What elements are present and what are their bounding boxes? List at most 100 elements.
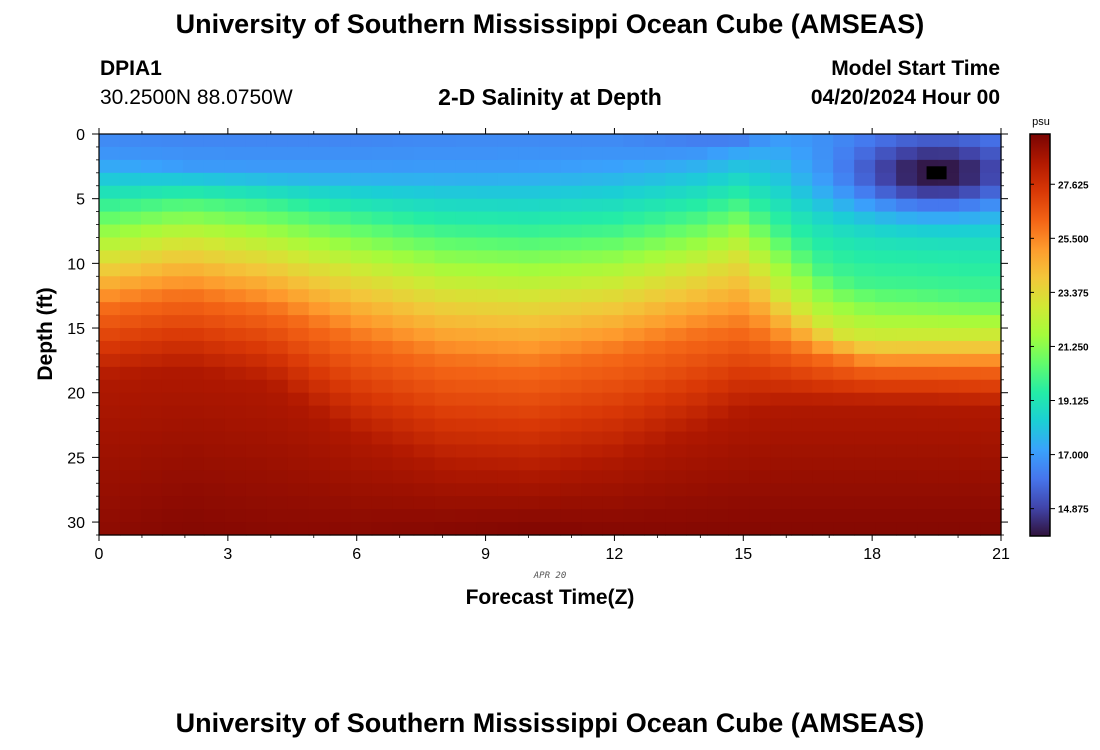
heatmap-cell [203,431,226,446]
heatmap-cell [854,146,876,161]
heatmap-cell [791,444,813,458]
heatmap-cell [287,366,310,381]
heatmap-cell [434,328,457,342]
heatmap-cell [119,522,142,536]
heatmap-cell [644,522,666,536]
heatmap-cell [791,431,813,446]
heatmap-cell [476,198,499,213]
heatmap-cell [329,315,352,329]
heatmap-cell [728,496,750,510]
heatmap-cell [182,146,205,161]
heatmap-cell [896,250,918,264]
heatmap-cell [203,328,226,342]
heatmap-cell [686,211,708,226]
heatmap-cell [245,431,268,446]
heatmap-cell [686,224,708,239]
heatmap-cell [119,172,142,187]
heatmap-cell [413,328,436,342]
heatmap-cell [791,405,813,420]
heatmap-cell [623,185,645,200]
heatmap-cell [812,198,834,213]
heatmap-cell [413,224,436,239]
heatmap-cell [497,224,520,239]
heatmap-cell [455,198,478,213]
heatmap-cell [581,405,604,420]
y-tick-label: 30 [67,515,85,532]
x-tick-label: 18 [863,546,881,563]
heatmap-cell [518,289,541,303]
heatmap-cell [161,250,184,264]
heatmap-cell [497,315,520,329]
heatmap-cell [539,340,562,355]
heatmap-cell [434,134,457,148]
heatmap-cell [203,146,226,161]
heatmap-cell [287,237,310,252]
heatmap-cell [539,224,562,239]
heatmap-cell [749,392,771,407]
heatmap-cell [455,405,478,420]
heatmap-cell [875,146,897,161]
heatmap-cell [287,431,310,446]
heatmap-cell [770,405,792,420]
heatmap-cell [833,276,855,290]
heatmap-cell [665,198,687,213]
heatmap-cell [266,224,289,239]
heatmap-cell [770,366,792,381]
heatmap-cell [812,496,834,510]
heatmap-cell [539,302,562,316]
heatmap-cell [770,134,792,148]
heatmap-cell [833,224,855,239]
heatmap-cell [539,237,562,252]
heatmap-cell [980,353,1002,368]
heatmap-cell [329,185,352,200]
heatmap-cell [602,509,625,523]
heatmap-cell [99,328,121,342]
heatmap-cell [854,237,876,252]
heatmap-cell [455,483,478,497]
heatmap-cell [392,444,415,458]
heatmap-cell [392,134,415,148]
heatmap-cell [917,146,939,161]
heatmap-cell [707,276,729,290]
heatmap-cell [392,198,415,213]
heatmap-cell [770,522,792,536]
y-tick-label: 20 [67,386,85,403]
heatmap-cell [581,159,604,174]
heatmap-cell [770,276,792,290]
heatmap-cell [329,444,352,458]
heatmap-cell [875,224,897,239]
heatmap-cell [938,444,960,458]
heatmap-cell [99,302,121,316]
heatmap-cell [749,159,771,174]
heatmap-cell [413,483,436,497]
heatmap-cell [245,146,268,161]
heatmap-cell [119,379,142,394]
x-tick-label: 9 [481,546,490,563]
heatmap-cell [203,470,226,484]
heatmap-cell [161,237,184,252]
heatmap-cell [959,328,981,342]
heatmap-cell [497,353,520,368]
heatmap-cell [728,198,750,213]
heatmap-cell [266,366,289,381]
plot-frame [98,133,1002,536]
heatmap-cell [665,457,687,471]
heatmap-cell [644,431,666,446]
heatmap-cell [707,289,729,303]
heatmap-cell [266,340,289,355]
heatmap-cell [812,509,834,523]
heatmap-cell [623,353,645,368]
heatmap-cell [455,353,478,368]
heatmap-cell [686,431,708,446]
heatmap-cell [350,289,373,303]
heatmap-cell [623,379,645,394]
heatmap-cell [980,276,1002,290]
heatmap-cell [812,185,834,200]
heatmap-cell [434,185,457,200]
heatmap-cell [665,522,687,536]
heatmap-cell [539,172,562,187]
heatmap-cell [854,405,876,420]
heatmap-cell [896,302,918,316]
heatmap-cell [749,340,771,355]
heatmap-cell [413,457,436,471]
